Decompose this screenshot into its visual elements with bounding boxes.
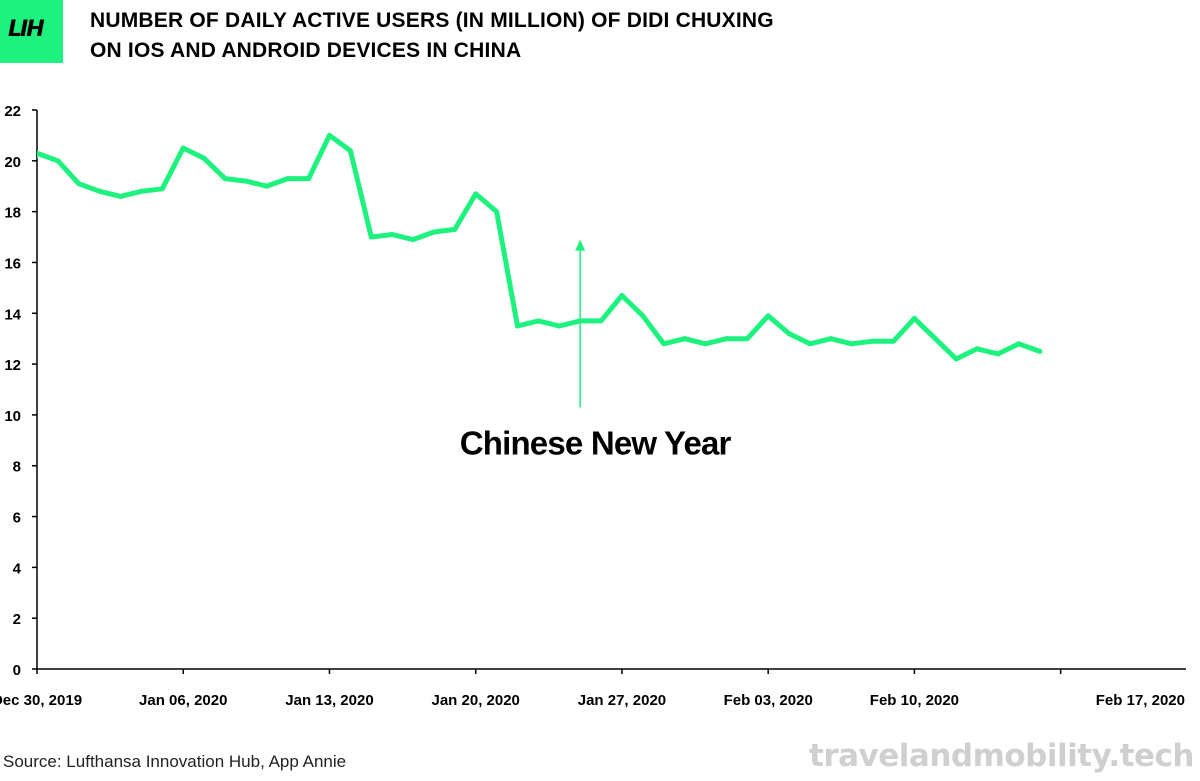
- data-point: [368, 234, 374, 240]
- y-tick-label: 14: [4, 306, 21, 323]
- y-axis-ticks: 0 2 4 6 8 10 12 14 16 18 20 22: [4, 103, 37, 679]
- data-point: [159, 186, 165, 192]
- site-watermark: travelandmobility.tech: [809, 738, 1194, 774]
- data-point: [14, 191, 19, 196]
- y-tick-label: 0: [13, 662, 21, 679]
- data-point: [682, 336, 688, 342]
- data-point: [619, 292, 625, 298]
- data-point: [285, 176, 291, 182]
- chart-title: NUMBER OF DAILY ACTIVE USERS (IN MILLION…: [90, 6, 774, 66]
- data-point: [535, 318, 541, 324]
- data-point: [807, 341, 813, 347]
- data-point: [932, 336, 938, 342]
- data-point: [37, 150, 40, 156]
- data-point: [410, 237, 416, 243]
- data-point: [786, 331, 792, 337]
- data-point: [849, 341, 855, 347]
- brand-logo-text: LIH: [8, 17, 45, 42]
- chart-title-line-1: NUMBER OF DAILY ACTIVE USERS (IN MILLION…: [90, 9, 774, 32]
- y-tick-label: 22: [4, 103, 21, 120]
- chinese-new-year-annotation: Chinese New Year: [460, 239, 732, 461]
- data-point: [55, 158, 61, 164]
- x-tick-label: Feb 17, 2020: [1096, 692, 1185, 709]
- y-tick-label: 12: [4, 357, 21, 374]
- x-axis-ticks: Dec 30, 2019 Jan 06, 2020 Jan 13, 2020 Jan …: [0, 669, 1185, 709]
- data-point: [598, 318, 604, 324]
- data-point: [306, 176, 312, 182]
- data-point: [870, 338, 876, 344]
- data-point: [180, 145, 186, 151]
- data-point: [201, 155, 207, 161]
- data-point: [431, 229, 437, 235]
- data-point: [1037, 348, 1043, 354]
- data-point: [97, 188, 103, 194]
- y-tick-label: 16: [4, 255, 21, 272]
- data-point: [744, 336, 750, 342]
- x-tick-label: Jan 06, 2020: [139, 692, 227, 709]
- data-point: [243, 178, 249, 184]
- data-point: [953, 356, 959, 362]
- x-tick-label: Jan 13, 2020: [285, 692, 373, 709]
- data-point: [514, 323, 520, 329]
- data-point: [703, 341, 709, 347]
- data-point: [494, 209, 500, 215]
- data-point: [326, 132, 332, 138]
- data-point: [347, 148, 353, 154]
- data-points: [14, 132, 1043, 362]
- data-point: [974, 346, 980, 352]
- y-tick-label: 20: [4, 154, 21, 171]
- brand-logo: LIH: [0, 0, 63, 63]
- data-point: [911, 315, 917, 321]
- data-point: [1016, 341, 1022, 347]
- y-tick-label: 8: [13, 459, 21, 476]
- annotation-arrow-head: [575, 239, 586, 251]
- data-point: [452, 226, 458, 232]
- data-point: [891, 338, 897, 344]
- data-point: [995, 351, 1001, 357]
- data-point: [264, 183, 270, 189]
- data-point: [473, 191, 479, 197]
- x-tick-label: Feb 03, 2020: [724, 692, 813, 709]
- data-point: [828, 336, 834, 342]
- x-tick-label: Dec 30, 2019: [0, 692, 82, 709]
- x-tick-label: Feb 10, 2020: [870, 692, 959, 709]
- data-point: [389, 232, 395, 238]
- data-point: [222, 176, 228, 182]
- y-tick-label: 6: [13, 510, 21, 527]
- data-point: [556, 323, 562, 329]
- y-tick-label: 2: [13, 611, 21, 628]
- data-point: [765, 313, 771, 319]
- y-tick-label: 10: [4, 408, 21, 425]
- x-tick-label: Jan 20, 2020: [432, 692, 520, 709]
- x-tick-label: Jan 27, 2020: [578, 692, 666, 709]
- data-point: [138, 188, 144, 194]
- data-point: [723, 336, 729, 342]
- data-point: [76, 181, 82, 187]
- y-tick-label: 18: [4, 205, 21, 222]
- data-point: [661, 341, 667, 347]
- chart-title-line-2: ON IOS AND ANDROID DEVICES IN CHINA: [90, 39, 522, 62]
- annotation-label: Chinese New Year: [460, 424, 732, 461]
- data-point: [640, 313, 646, 319]
- data-point: [118, 193, 124, 199]
- y-tick-label: 4: [13, 560, 22, 577]
- source-note: Source: Lufthansa Innovation Hub, App An…: [3, 752, 347, 771]
